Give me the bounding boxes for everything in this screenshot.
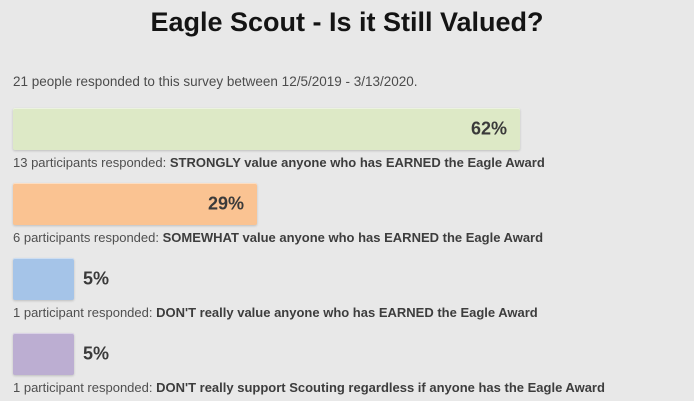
result-bar-dont-value: 5% (13, 258, 109, 300)
survey-summary-text: 21 people responded to this survey betwe… (13, 74, 418, 89)
page-title: Eagle Scout - Is it Still Valued? (150, 7, 544, 37)
result-row: 5% 1 participant responded: DON'T really… (13, 258, 681, 320)
result-caption: 13 participants responded: STRONGLY valu… (13, 155, 681, 170)
caption-prefix: 1 participant responded: (13, 305, 157, 320)
percent-label: 62% (470, 118, 507, 139)
result-row: 29% 6 participants responded: SOMEWHAT v… (13, 183, 681, 245)
caption-answer: SOMEWHAT value anyone who has EARNED the… (162, 230, 544, 245)
result-bar-somewhat-value: 29% (13, 183, 257, 225)
result-bar-strongly-value: 62% (13, 108, 520, 150)
result-row: 5% 1 participant responded: DON'T really… (13, 333, 681, 395)
results-bar-chart: 62% 13 participants responded: STRONGLY … (13, 108, 681, 395)
percent-label: 29% (207, 193, 244, 214)
result-caption: 6 participants responded: SOMEWHAT value… (13, 230, 681, 245)
result-caption: 1 participant responded: DON'T really va… (13, 305, 681, 320)
result-caption: 1 participant responded: DON'T really su… (13, 380, 681, 395)
caption-prefix: 13 participants responded: (13, 155, 170, 170)
result-bar-dont-support: 5% (13, 333, 109, 375)
caption-prefix: 6 participants responded: (13, 230, 163, 245)
result-row: 62% 13 participants responded: STRONGLY … (13, 108, 681, 170)
caption-answer: DON'T really support Scouting regardless… (156, 380, 605, 395)
caption-prefix: 1 participant responded: (13, 380, 157, 395)
percent-label: 5% (83, 268, 110, 289)
percent-label: 5% (83, 343, 110, 364)
caption-answer: STRONGLY value anyone who has EARNED the… (169, 155, 545, 170)
caption-answer: DON'T really value anyone who has EARNED… (156, 305, 538, 320)
